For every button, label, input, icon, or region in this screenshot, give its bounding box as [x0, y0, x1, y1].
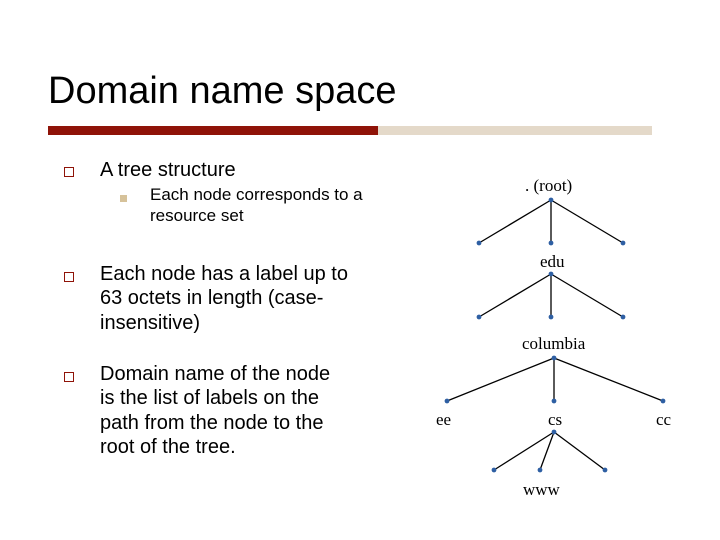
slide: { "title": { "text": "Domain name space"…: [0, 0, 720, 540]
tree-node: [549, 315, 554, 320]
tree-node: [549, 241, 554, 246]
tree-edge: [479, 274, 551, 317]
tree-node: [621, 241, 626, 246]
tree-node: [492, 468, 497, 473]
tree-node: [477, 241, 482, 246]
tree-node: [552, 430, 557, 435]
tree-edge: [540, 432, 554, 470]
tree-node: [477, 315, 482, 320]
tree-node: [445, 399, 450, 404]
tree-node: [549, 272, 554, 277]
tree-label: cc: [656, 410, 671, 430]
tree-label: cs: [548, 410, 562, 430]
tree-node: [552, 399, 557, 404]
tree-node: [603, 468, 608, 473]
tree-node: [552, 356, 557, 361]
tree-label: ee: [436, 410, 451, 430]
tree-node: [538, 468, 543, 473]
tree-label: columbia: [522, 334, 585, 354]
tree-label: edu: [540, 252, 565, 272]
tree-node: [621, 315, 626, 320]
tree-edge: [554, 432, 605, 470]
tree-edge: [554, 358, 663, 401]
tree-edge: [447, 358, 554, 401]
tree-node: [549, 198, 554, 203]
tree-label: . (root): [525, 176, 572, 196]
tree-edge: [479, 200, 551, 243]
tree-node: [661, 399, 666, 404]
tree-diagram: [0, 0, 720, 540]
tree-label: www: [523, 480, 560, 500]
tree-edge: [494, 432, 554, 470]
tree-edge: [551, 274, 623, 317]
tree-edge: [551, 200, 623, 243]
